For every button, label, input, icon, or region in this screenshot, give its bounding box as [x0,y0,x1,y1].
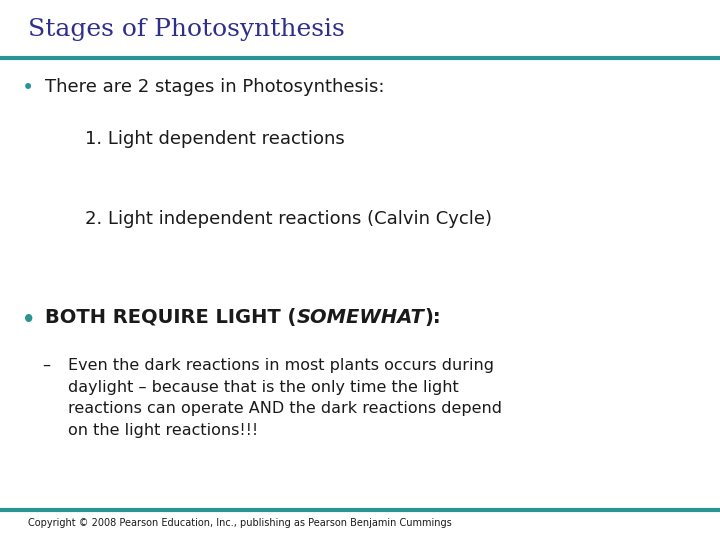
Text: Copyright © 2008 Pearson Education, Inc., publishing as Pearson Benjamin Cumming: Copyright © 2008 Pearson Education, Inc.… [28,518,451,528]
Text: –: – [42,358,50,373]
Text: 2. Light independent reactions (Calvin Cycle): 2. Light independent reactions (Calvin C… [85,210,492,228]
Text: •: • [22,310,35,330]
Text: Even the dark reactions in most plants occurs during
daylight – because that is : Even the dark reactions in most plants o… [68,358,502,438]
Text: SOMEWHAT: SOMEWHAT [297,308,424,327]
Text: Stages of Photosynthesis: Stages of Photosynthesis [28,18,345,41]
Text: •: • [22,78,35,98]
Text: There are 2 stages in Photosynthesis:: There are 2 stages in Photosynthesis: [45,78,384,96]
Text: 1. Light dependent reactions: 1. Light dependent reactions [85,130,345,148]
Text: BOTH REQUIRE LIGHT (: BOTH REQUIRE LIGHT ( [45,308,297,327]
Text: ):: ): [424,308,441,327]
